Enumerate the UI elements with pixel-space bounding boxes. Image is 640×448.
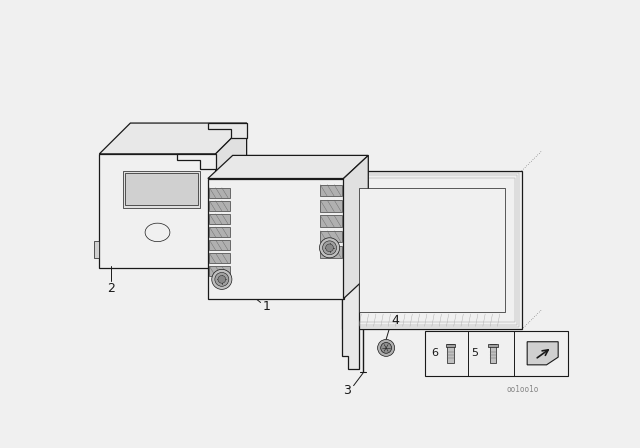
Circle shape (326, 244, 333, 252)
Text: 2: 2 (107, 282, 115, 295)
Polygon shape (488, 344, 498, 347)
Polygon shape (99, 154, 216, 268)
Polygon shape (320, 200, 342, 211)
Polygon shape (342, 283, 359, 370)
Text: 4: 4 (392, 314, 399, 327)
Polygon shape (320, 215, 342, 227)
Text: 6: 6 (431, 348, 438, 358)
Circle shape (218, 276, 226, 283)
Text: 1: 1 (263, 300, 271, 313)
Text: 5: 5 (472, 348, 478, 358)
Polygon shape (490, 344, 496, 362)
Polygon shape (527, 342, 558, 365)
Polygon shape (177, 154, 216, 169)
Polygon shape (320, 246, 342, 258)
Polygon shape (216, 123, 246, 268)
Polygon shape (342, 171, 522, 329)
Circle shape (323, 241, 337, 255)
Polygon shape (320, 185, 342, 196)
Circle shape (319, 238, 340, 258)
Polygon shape (344, 155, 368, 299)
Polygon shape (208, 155, 368, 178)
Polygon shape (425, 331, 568, 375)
Polygon shape (99, 123, 246, 154)
Polygon shape (123, 171, 200, 208)
Polygon shape (209, 214, 230, 224)
Text: oo1oo1o: oo1oo1o (506, 385, 539, 394)
Polygon shape (125, 173, 198, 206)
Circle shape (212, 269, 232, 289)
Polygon shape (209, 227, 230, 237)
Polygon shape (320, 231, 342, 242)
Polygon shape (209, 240, 230, 250)
Polygon shape (359, 188, 505, 313)
Polygon shape (208, 178, 344, 299)
Polygon shape (447, 344, 454, 362)
Polygon shape (209, 253, 230, 263)
Circle shape (215, 272, 229, 286)
Text: 3: 3 (344, 384, 351, 397)
Polygon shape (94, 241, 99, 258)
Polygon shape (209, 201, 230, 211)
Circle shape (381, 343, 392, 353)
Circle shape (378, 340, 395, 356)
Polygon shape (446, 344, 455, 347)
Polygon shape (209, 266, 230, 276)
Polygon shape (208, 123, 246, 138)
Polygon shape (209, 188, 230, 198)
Ellipse shape (145, 223, 170, 241)
